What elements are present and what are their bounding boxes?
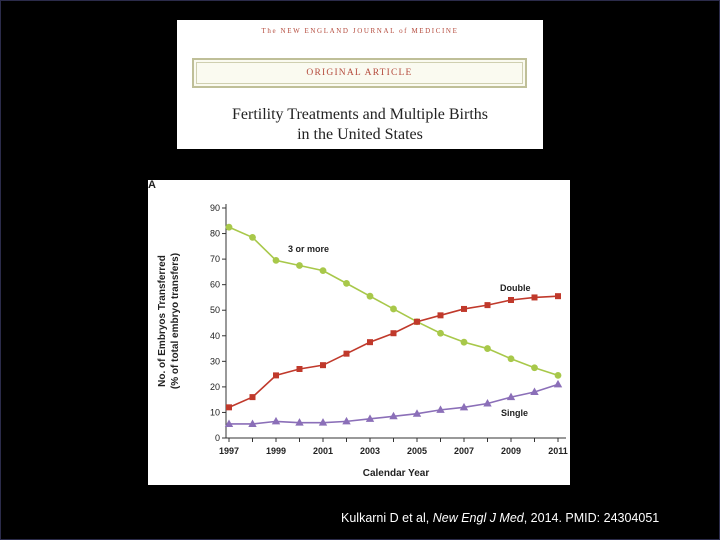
data-point-single xyxy=(224,419,234,427)
data-point-double xyxy=(226,404,232,411)
data-point-3-or-more xyxy=(225,223,233,231)
x-tick-label: 2001 xyxy=(313,446,333,456)
x-tick-label: 2011 xyxy=(548,446,568,456)
data-point-3-or-more xyxy=(296,262,303,269)
data-point-3-or-more xyxy=(554,371,562,379)
data-point-3-or-more xyxy=(249,233,256,241)
series-label: 3 or more xyxy=(288,244,329,254)
data-point-single xyxy=(342,416,351,425)
article-title-line-2: in the United States xyxy=(297,126,423,143)
data-point-3-or-more xyxy=(343,279,350,287)
data-point-double xyxy=(296,366,303,372)
data-point-double xyxy=(531,294,538,301)
x-tick-label: 2005 xyxy=(407,446,427,456)
y-tick-label: 30 xyxy=(210,356,220,366)
chart-panel: A 0 10 20 30 40 50 60 70 80 90 1997 1999 2001 2003 200… xyxy=(148,179,570,485)
citation: Kulkarni D et al, New Engl J Med, 2014. … xyxy=(341,511,659,525)
y-axis-label-line-2: (% of total embryo transfers) xyxy=(170,253,181,389)
journal-name: The NEW ENGLAND JOURNAL of MEDICINE xyxy=(261,27,459,35)
data-point-3-or-more xyxy=(484,345,491,352)
data-point-double xyxy=(461,305,467,312)
data-point-double xyxy=(484,302,491,309)
data-point-3-or-more xyxy=(531,364,538,372)
data-point-single xyxy=(389,411,398,420)
data-point-double xyxy=(555,293,561,300)
data-point-single xyxy=(530,387,539,395)
data-point-3-or-more xyxy=(460,338,468,346)
article-type-label: ORIGINAL ARTICLE xyxy=(196,62,523,84)
data-point-double xyxy=(508,297,514,303)
y-tick-label: 60 xyxy=(210,280,220,290)
series-label: Double xyxy=(500,283,531,293)
data-point-3-or-more xyxy=(507,355,515,363)
data-point-single xyxy=(295,418,304,426)
series-line-double xyxy=(228,295,559,409)
line-chart: 0 10 20 30 40 50 60 70 80 90 1997 1999 2001 2003 2005 2… xyxy=(157,203,568,479)
data-point-single xyxy=(506,392,516,401)
data-point-3-or-more xyxy=(437,329,444,337)
x-tick-label: 2009 xyxy=(501,446,521,456)
y-axis-label-line-1: No. of Embryos Transferred xyxy=(157,255,168,387)
data-point-double xyxy=(414,318,420,325)
article-title: Fertility Treatments and Multiple Births… xyxy=(177,105,543,145)
data-point-double xyxy=(273,372,279,379)
data-point-single xyxy=(459,402,469,411)
panel-label: A xyxy=(148,179,156,191)
data-point-double xyxy=(367,339,373,346)
x-tick-label: 2007 xyxy=(454,446,474,456)
data-point-single xyxy=(271,416,281,425)
data-point-double xyxy=(320,362,326,369)
citation-authors: Kulkarni D et al, xyxy=(341,511,433,525)
data-point-double xyxy=(437,312,444,319)
data-point-double xyxy=(249,394,256,401)
y-tick-label: 0 xyxy=(215,433,220,443)
data-point-single xyxy=(436,405,445,413)
x-tick-label: 1999 xyxy=(266,446,286,456)
data-point-single xyxy=(412,409,422,417)
x-axis-label: Calendar Year xyxy=(363,468,430,479)
y-tick-label: 10 xyxy=(210,407,220,417)
x-tick-label: 1997 xyxy=(219,446,239,456)
citation-journal: New Engl J Med xyxy=(432,511,524,525)
citation-details: , 2014. PMID: 24304051 xyxy=(523,511,660,525)
series-label: Single xyxy=(501,408,528,418)
y-tick-label: 90 xyxy=(210,203,220,213)
y-tick-label: 50 xyxy=(210,305,220,315)
data-point-3-or-more xyxy=(272,256,280,264)
data-point-single xyxy=(248,419,257,427)
y-tick-label: 20 xyxy=(210,382,220,392)
data-point-double xyxy=(390,330,397,337)
y-tick-label: 80 xyxy=(210,229,220,239)
data-point-single xyxy=(318,418,328,426)
data-point-3-or-more xyxy=(366,292,374,300)
y-tick-label: 70 xyxy=(210,254,220,264)
article-title-line-1: Fertility Treatments and Multiple Births xyxy=(232,106,488,123)
article-header-image: The NEW ENGLAND JOURNAL of MEDICINE ORIG… xyxy=(177,20,543,149)
data-point-single xyxy=(365,414,375,422)
data-point-double xyxy=(343,350,350,357)
article-type-box: ORIGINAL ARTICLE xyxy=(192,58,527,88)
data-point-3-or-more xyxy=(390,305,397,313)
x-tick-label: 2003 xyxy=(360,446,380,456)
y-tick-label: 40 xyxy=(210,331,220,341)
data-point-single xyxy=(553,379,563,388)
data-point-3-or-more xyxy=(319,267,327,275)
data-point-single xyxy=(483,399,492,407)
